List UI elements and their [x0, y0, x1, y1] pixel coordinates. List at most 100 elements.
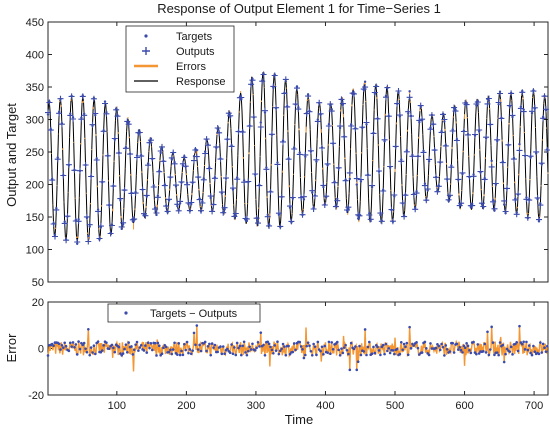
error-point: [231, 352, 235, 356]
target-point: [98, 238, 101, 241]
target-point: [135, 154, 139, 157]
target-point: [263, 111, 267, 114]
target-point: [74, 218, 78, 222]
target-point: [334, 203, 338, 207]
error-point: [184, 348, 187, 352]
target-point: [205, 138, 208, 142]
error-point: [461, 351, 464, 354]
target-point: [123, 189, 126, 192]
target-point: [156, 194, 160, 197]
target-point: [176, 204, 179, 208]
error-point: [274, 349, 278, 352]
error-point: [441, 345, 445, 349]
error-point: [508, 350, 512, 353]
target-point: [534, 152, 538, 155]
target-point: [445, 178, 449, 181]
error-point: [355, 368, 359, 372]
error-point: [142, 349, 146, 352]
target-point: [320, 146, 324, 149]
error-point: [451, 341, 455, 345]
error-point: [331, 347, 335, 351]
target-point: [113, 138, 116, 141]
target-point: [312, 206, 315, 209]
target-point: [479, 171, 482, 174]
target-point: [352, 92, 356, 96]
error-point: [372, 345, 375, 349]
target-point: [170, 158, 173, 161]
error-point: [345, 348, 349, 352]
error-point: [219, 345, 222, 348]
error-point: [195, 324, 199, 327]
target-point: [426, 189, 429, 192]
target-point: [102, 129, 105, 132]
error-point: [196, 348, 200, 351]
target-point: [291, 197, 294, 200]
error-point: [82, 341, 86, 345]
target-point: [533, 107, 536, 110]
error-point: [288, 352, 292, 356]
error-point: [212, 346, 215, 349]
target-point: [412, 192, 415, 195]
error-point: [319, 349, 322, 353]
target-point: [490, 159, 493, 163]
target-point: [337, 166, 340, 170]
error-point: [522, 340, 525, 344]
target-point: [391, 220, 395, 223]
error-point: [299, 345, 303, 348]
target-point: [165, 204, 168, 207]
error-point: [483, 342, 487, 346]
target-point: [496, 139, 499, 143]
error-point: [189, 352, 193, 356]
target-point: [425, 198, 428, 202]
error-point: [526, 348, 530, 352]
target-point: [497, 103, 500, 106]
target-point: [498, 90, 502, 94]
target-point: [78, 169, 82, 173]
target-point: [114, 107, 118, 110]
target-point: [71, 116, 75, 119]
error-point: [226, 347, 229, 351]
error-point: [187, 351, 190, 355]
target-point: [380, 219, 383, 222]
target-point: [59, 97, 62, 101]
target-point: [241, 130, 244, 133]
error-point: [59, 348, 62, 351]
error-point: [408, 325, 411, 329]
error-point: [465, 342, 468, 345]
error-point: [208, 342, 211, 346]
error-point: [209, 353, 213, 357]
error-point: [377, 349, 381, 352]
target-point: [441, 112, 445, 116]
target-point: [354, 127, 357, 130]
target-point: [267, 223, 271, 226]
target-point: [249, 83, 253, 86]
error-point: [253, 349, 257, 352]
error-point: [365, 353, 368, 357]
target-point: [151, 157, 154, 161]
target-point: [480, 202, 484, 206]
target-point: [288, 206, 292, 209]
legend-label: Targets: [176, 31, 213, 43]
error-point: [80, 341, 83, 345]
error-point: [234, 353, 238, 357]
target-point: [124, 146, 128, 149]
target-point: [311, 191, 314, 194]
target-point: [262, 72, 265, 75]
target-point: [475, 104, 478, 107]
response-y-ticks: 50 100 150 200 250 300 350 400 450: [26, 17, 548, 289]
error-point: [472, 340, 475, 344]
x-tick-label: 200: [177, 400, 195, 412]
error-point: [270, 348, 274, 352]
target-point: [341, 103, 345, 106]
target-point: [230, 144, 233, 147]
error-point: [326, 351, 329, 354]
target-point: [546, 148, 549, 151]
target-point: [212, 203, 215, 206]
target-point: [77, 218, 80, 221]
error-point: [383, 352, 386, 356]
error-point: [312, 342, 315, 346]
error-point: [255, 346, 258, 350]
y-tick-label: 100: [26, 245, 44, 257]
error-point: [315, 353, 318, 357]
